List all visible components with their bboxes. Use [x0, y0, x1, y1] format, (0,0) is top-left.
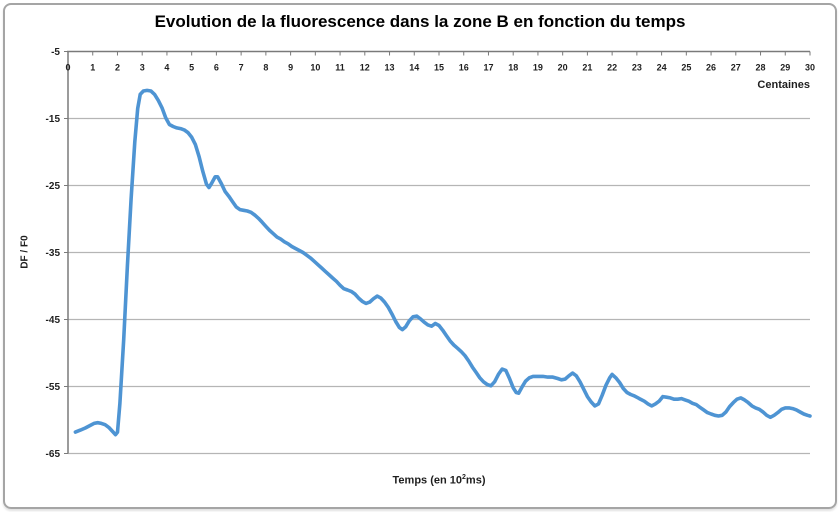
x-tick-label: 13	[385, 63, 395, 73]
x-tick-label: 30	[805, 63, 815, 73]
fluorescence-curve	[73, 88, 812, 437]
x-tick-label: 7	[239, 63, 244, 73]
y-tick-label: -65	[46, 449, 61, 460]
x-axis-title-exponent: 2	[462, 474, 466, 481]
x-axis-title: Temps (en 102ms)	[68, 474, 810, 487]
y-tick-label: -35	[46, 248, 61, 259]
x-tick-label: 28	[756, 63, 766, 73]
x-tick-label: 29	[780, 63, 790, 73]
x-tick-label: 21	[582, 63, 592, 73]
x-tick-label: 11	[335, 63, 345, 73]
y-tick-label: -5	[51, 47, 60, 58]
x-tick-label: 10	[310, 63, 320, 73]
x-tick-label: 26	[706, 63, 716, 73]
x-tick-label: 4	[164, 63, 169, 73]
x-tick-label: 2	[115, 63, 120, 73]
x-tick-label: 9	[288, 63, 293, 73]
x-tick-label: 17	[483, 63, 493, 73]
window-frame	[3, 3, 837, 509]
x-tick-label: 27	[731, 63, 741, 73]
x-tick-label: 22	[607, 63, 617, 73]
x-tick-label: 18	[508, 63, 518, 73]
x-tick-label: 12	[360, 63, 370, 73]
x-tick-label: 5	[189, 63, 194, 73]
x-tick-label: 23	[632, 63, 642, 73]
x-tick-label: 19	[533, 63, 543, 73]
x-tick-label: 1	[90, 63, 95, 73]
x-tick-label: 16	[459, 63, 469, 73]
y-tick-label: -25	[46, 181, 61, 192]
x-axis-unit-label: Centaines	[757, 79, 810, 91]
x-tick-label: 8	[263, 63, 268, 73]
x-tick-label: 3	[140, 63, 145, 73]
y-axis-title: DF / F0	[19, 235, 31, 269]
x-tick-label: 14	[409, 63, 419, 73]
y-tick-label: -15	[46, 114, 61, 125]
x-tick-label: 24	[657, 63, 667, 73]
chart-title: Evolution de la fluorescence dans la zon…	[154, 12, 686, 31]
x-tick-label: 15	[434, 63, 444, 73]
x-tick-label: 20	[558, 63, 568, 73]
x-tick-label: 6	[214, 63, 219, 73]
x-tick-label: 25	[681, 63, 691, 73]
x-tick-label: 0	[65, 63, 70, 73]
x-axis-title-suffix: ms)	[465, 474, 486, 487]
y-tick-label: -55	[46, 382, 61, 393]
x-axis-title-text: Temps (en 10	[392, 474, 463, 487]
y-tick-label: -45	[46, 315, 61, 326]
